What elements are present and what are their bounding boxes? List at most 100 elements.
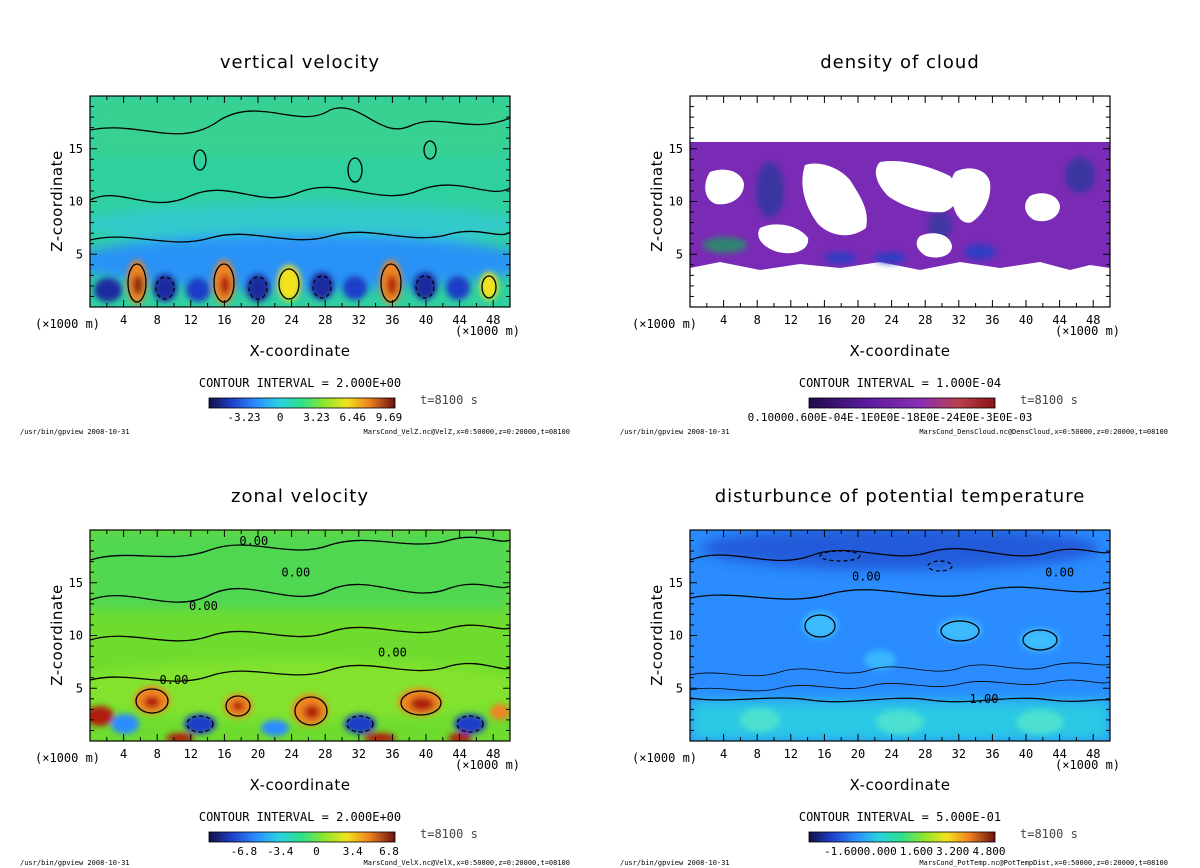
x-unit-right: (×1000 m) xyxy=(455,324,520,338)
y-tick-label: 10 xyxy=(669,629,683,643)
plot-frame xyxy=(89,529,511,742)
x-tick-label: 4 xyxy=(720,313,727,327)
x-tick-label: 16 xyxy=(817,747,831,761)
time-label: t=8100 s xyxy=(420,827,478,841)
colorbar-label: 6.46 xyxy=(339,411,366,424)
colorbar-labels: 0.10000.600E-04E-1E0E0E-18E0E-24E0E-3E0E… xyxy=(748,411,1033,424)
x-tick-label: 8 xyxy=(754,747,761,761)
x-tick-label: 36 xyxy=(385,313,399,327)
x-tick-label: 48 xyxy=(486,747,500,761)
footer-right: MarsCond_PotTemp.nc@PotTempDist,x=0:5000… xyxy=(919,859,1168,867)
x-tick-label: 24 xyxy=(284,313,298,327)
contour-interval: CONTOUR INTERVAL = 5.000E-01 xyxy=(799,810,1001,824)
plot-field: 0.00 0.00 0.00 0.00 0.00 xyxy=(90,530,510,741)
x-tick-label: 16 xyxy=(817,313,831,327)
x-tick-label: 24 xyxy=(884,747,898,761)
x-tick-label: 4 xyxy=(120,747,127,761)
colorbar-label: 3.23 xyxy=(303,411,330,424)
x-tick-label: 4 xyxy=(120,313,127,327)
x-tick-label: 32 xyxy=(952,313,966,327)
x-tick-label: 16 xyxy=(217,313,231,327)
colorbar-label: -3.4 xyxy=(267,845,294,858)
x-unit-left: (×1000 m) xyxy=(632,751,697,765)
footer-left: /usr/bin/gpview 2008-10-31 xyxy=(20,428,130,436)
time-label: t=8100 s xyxy=(420,393,478,407)
colorbar-label: 1.600 xyxy=(900,845,933,858)
x-tick-label: 32 xyxy=(352,747,366,761)
x-tick-label: 28 xyxy=(318,313,332,327)
x-tick-label: 16 xyxy=(217,747,231,761)
contour-label: 0.00 xyxy=(160,673,189,687)
x-axis-label: X-coordinate xyxy=(250,342,351,360)
footer-right: MarsCond_VelX.nc@VelX,x=0:50000,z=0:2000… xyxy=(363,859,570,867)
x-tick-label: 36 xyxy=(385,747,399,761)
y-tick-label: 10 xyxy=(69,195,83,209)
panel-title: vertical velocity xyxy=(220,52,380,73)
x-tick-label: 32 xyxy=(952,747,966,761)
contour-interval: CONTOUR INTERVAL = 2.000E+00 xyxy=(199,810,401,824)
footer-left: /usr/bin/gpview 2008-10-31 xyxy=(620,859,730,867)
colorbar-label: -1.600 xyxy=(824,845,864,858)
x-tick-label: 48 xyxy=(1086,747,1100,761)
contour-label: 0.00 xyxy=(189,599,218,613)
panel-density-of-cloud: density of cloud xyxy=(620,52,1168,436)
panel-title: disturbunce of potential temperature xyxy=(715,486,1086,507)
x-unit-right: (×1000 m) xyxy=(455,758,520,772)
contour-label: 0.00 xyxy=(281,565,310,579)
x-tick-label: 12 xyxy=(784,747,798,761)
x-tick-label: 20 xyxy=(851,747,865,761)
y-axis-label: Z-coordinate xyxy=(48,150,66,251)
y-tick-label: 10 xyxy=(69,629,83,643)
x-axis-label: X-coordinate xyxy=(250,776,351,794)
x-tick-label: 32 xyxy=(352,313,366,327)
footer-left: /usr/bin/gpview 2008-10-31 xyxy=(20,859,130,867)
x-tick-label: 40 xyxy=(419,313,433,327)
contour-label: 0.00 xyxy=(852,570,881,584)
x-tick-label: 40 xyxy=(419,747,433,761)
x-tick-label: 12 xyxy=(184,313,198,327)
x-tick-label: 12 xyxy=(184,747,198,761)
time-label: t=8100 s xyxy=(1020,827,1078,841)
panel-vertical-velocity: vertical velocity xyxy=(20,52,570,436)
plot-field: 0.00 0.00 1.00 xyxy=(690,530,1110,741)
x-tick-label: 8 xyxy=(754,313,761,327)
colorbar-label: -3.23 xyxy=(227,411,260,424)
x-tick-label: 28 xyxy=(918,747,932,761)
x-tick-label: 24 xyxy=(284,747,298,761)
panel-zonal-velocity: zonal velocity xyxy=(20,486,570,867)
x-tick-label: 48 xyxy=(1086,313,1100,327)
colorbar xyxy=(808,397,996,409)
x-tick-label: 4 xyxy=(720,747,727,761)
panel-title: zonal velocity xyxy=(231,486,369,507)
x-tick-label: 44 xyxy=(1052,313,1066,327)
contour-interval: CONTOUR INTERVAL = 2.000E+00 xyxy=(199,376,401,390)
contour-label: 0.00 xyxy=(1045,565,1074,579)
y-tick-label: 15 xyxy=(69,576,83,590)
x-tick-label: 20 xyxy=(251,747,265,761)
colorbar-label: 6.8 xyxy=(379,845,399,858)
x-tick-label: 20 xyxy=(251,313,265,327)
x-tick-label: 36 xyxy=(985,313,999,327)
x-tick-label: 8 xyxy=(154,313,161,327)
x-tick-label: 12 xyxy=(784,313,798,327)
colorbar-label: 3.4 xyxy=(343,845,363,858)
x-unit-left: (×1000 m) xyxy=(35,317,100,331)
x-unit-left: (×1000 m) xyxy=(35,751,100,765)
colorbar-label: 0.000 xyxy=(864,845,897,858)
colorbar-label: 0 xyxy=(313,845,320,858)
y-tick-label: 15 xyxy=(669,576,683,590)
y-axis-label: Z-coordinate xyxy=(648,150,666,251)
contour-label: 0.00 xyxy=(378,646,407,660)
colorbar-label: 9.69 xyxy=(376,411,403,424)
time-label: t=8100 s xyxy=(1020,393,1078,407)
x-unit-right: (×1000 m) xyxy=(1055,758,1120,772)
colorbar-label: 3.200 xyxy=(936,845,969,858)
colorbar xyxy=(208,397,396,409)
contour-interval: CONTOUR INTERVAL = 1.000E-04 xyxy=(799,376,1001,390)
x-tick-label: 40 xyxy=(1019,313,1033,327)
contour-label: 0.00 xyxy=(239,534,268,548)
plot-frame xyxy=(89,95,511,308)
x-tick-label: 44 xyxy=(452,313,466,327)
footer-left: /usr/bin/gpview 2008-10-31 xyxy=(620,428,730,436)
